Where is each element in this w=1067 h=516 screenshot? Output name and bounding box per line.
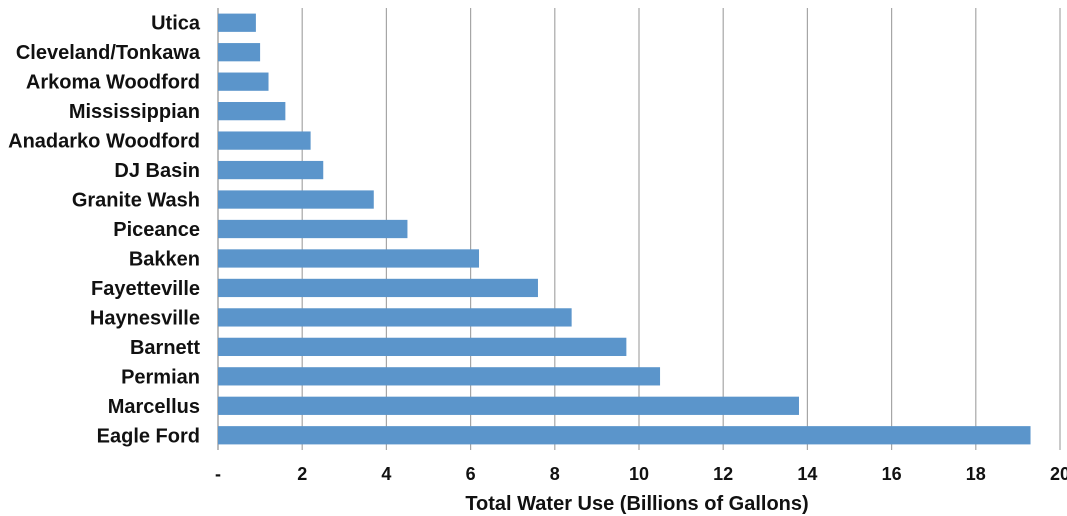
bar-piceance	[218, 219, 408, 239]
category-label-dj-basin: DJ Basin	[114, 160, 200, 182]
bar-anadarko-woodford	[218, 131, 311, 150]
bar-bakken	[218, 249, 480, 268]
category-label-haynesville: Haynesville	[90, 307, 200, 329]
category-label-eagle-ford: Eagle Ford	[97, 425, 200, 447]
x-tick-label-10: 10	[629, 464, 649, 484]
x-tick-label-12: 12	[713, 464, 733, 484]
gridlines	[217, 8, 1061, 450]
bar-dj-basin	[218, 160, 324, 180]
x-axis-title: Total Water Use (Billions of Gallons)	[465, 493, 808, 515]
category-label-bakken: Bakken	[129, 248, 200, 270]
bar-arkoma-woodford	[218, 72, 269, 91]
bar-granite-wash	[218, 190, 374, 209]
category-label-marcellus: Marcellus	[108, 396, 200, 418]
category-label-arkoma-woodford: Arkoma Woodford	[26, 72, 200, 94]
bar-haynesville	[218, 308, 572, 327]
bar-cleveland-tonkawa	[218, 43, 261, 62]
bar-mississippian	[218, 101, 286, 121]
category-labels: Utica Cleveland/Tonkawa Arkoma Woodford Mis…	[8, 13, 201, 448]
category-label-mississippian: Mississippian	[69, 101, 200, 123]
x-tick-label-4: 4	[381, 464, 391, 484]
category-label-utica: Utica	[151, 13, 201, 35]
x-tick-label-2: 2	[297, 464, 307, 484]
x-tick-label-18: 18	[966, 464, 986, 484]
category-label-granite-wash: Granite Wash	[72, 190, 200, 212]
category-label-permian: Permian	[121, 366, 200, 388]
x-tick-label-16: 16	[882, 464, 902, 484]
category-label-cleveland-tonkawa: Cleveland/Tonkawa	[16, 42, 201, 64]
category-label-fayetteville: Fayetteville	[91, 278, 200, 300]
x-tick-label-0: -	[215, 464, 221, 484]
bar-utica	[218, 13, 256, 32]
category-label-piceance: Piceance	[113, 219, 200, 241]
bars	[218, 13, 1031, 445]
x-tick-label-8: 8	[550, 464, 560, 484]
bar-marcellus	[218, 396, 799, 415]
x-tick-label-14: 14	[797, 464, 817, 484]
bar-permian	[218, 367, 661, 386]
x-tick-label-6: 6	[466, 464, 476, 484]
bar-fayetteville	[218, 278, 538, 298]
category-label-anadarko-woodford: Anadarko Woodford	[8, 131, 200, 153]
x-tick-label-20: 20	[1050, 464, 1067, 484]
x-tick-labels: - 2 4 6 8 10 12 14 16 18 20	[215, 464, 1067, 484]
bar-barnett	[218, 337, 627, 357]
category-label-barnett: Barnett	[130, 337, 200, 359]
bar-eagle-ford	[218, 426, 1031, 445]
